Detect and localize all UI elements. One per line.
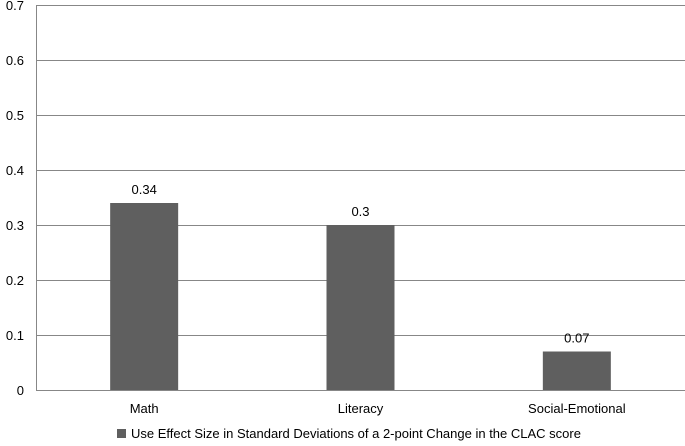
bar-literacy: [326, 225, 395, 390]
y-tick-label: 0.3: [6, 218, 24, 233]
legend: Use Effect Size in Standard Deviations o…: [117, 426, 581, 441]
x-tick-label: Literacy: [338, 401, 384, 416]
data-label: 0.3: [351, 204, 369, 219]
data-label: 0.07: [564, 331, 589, 346]
bar-math: [110, 203, 179, 390]
legend-swatch: [117, 429, 126, 438]
y-tick-label: 0.1: [6, 328, 24, 343]
x-tick-label: Math: [130, 401, 159, 416]
y-tick-label: 0: [17, 383, 24, 398]
y-axis-tick-labels: 0 0.1 0.2 0.3 0.4 0.5 0.6 0.7: [6, 0, 24, 398]
data-labels: 0.34 0.3 0.07: [132, 182, 590, 346]
x-axis-tick-labels: Math Literacy Social-Emotional: [130, 401, 626, 416]
y-tick-label: 0.2: [6, 273, 24, 288]
y-tick-label: 0.5: [6, 108, 24, 123]
y-tick-label: 0.6: [6, 53, 24, 68]
y-tick-label: 0.7: [6, 0, 24, 13]
y-tick-label: 0.4: [6, 163, 24, 178]
legend-label: Use Effect Size in Standard Deviations o…: [131, 426, 581, 441]
bar-social-emotional: [542, 351, 611, 390]
data-label: 0.34: [132, 182, 157, 197]
bars: [110, 203, 611, 390]
x-tick-label: Social-Emotional: [528, 401, 626, 416]
